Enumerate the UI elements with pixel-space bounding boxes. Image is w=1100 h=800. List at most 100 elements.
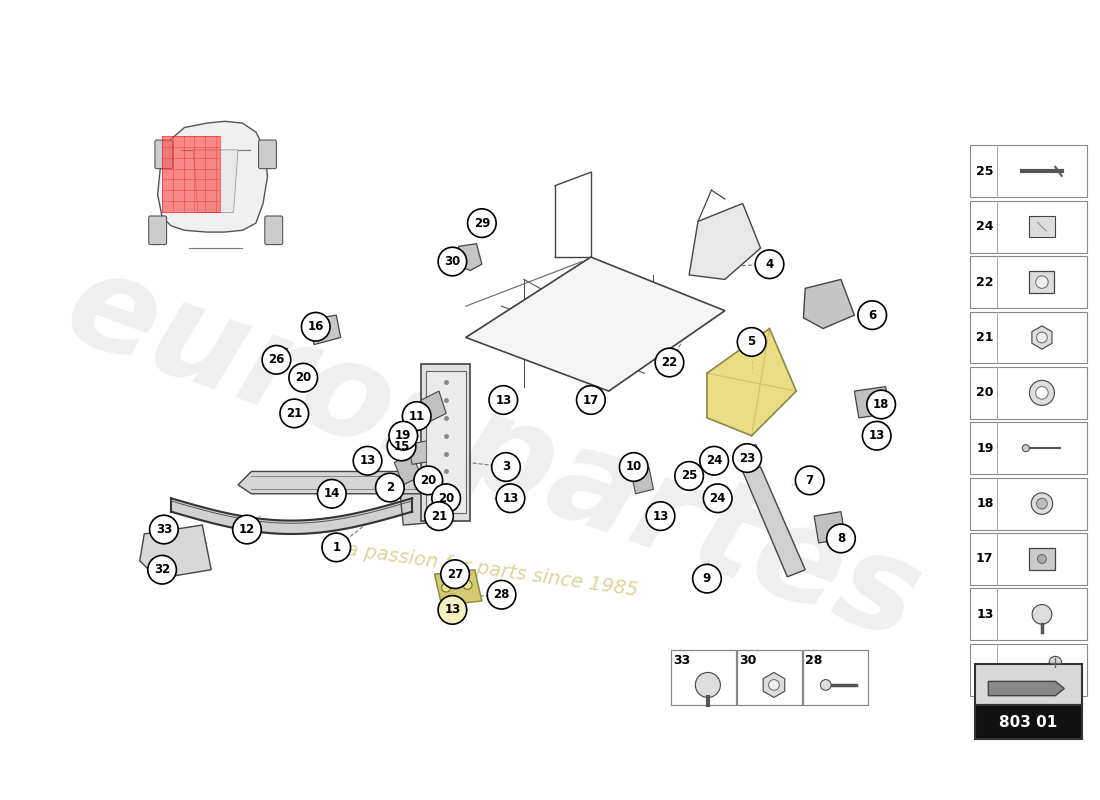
Polygon shape <box>689 203 760 279</box>
Circle shape <box>795 466 824 494</box>
Text: 21: 21 <box>286 407 302 420</box>
Circle shape <box>1031 493 1053 514</box>
Circle shape <box>432 484 461 513</box>
Text: 13: 13 <box>869 430 884 442</box>
Text: 13: 13 <box>444 603 461 617</box>
Circle shape <box>438 596 466 624</box>
Circle shape <box>414 466 442 494</box>
Text: 13: 13 <box>652 510 669 522</box>
Circle shape <box>700 446 728 475</box>
Circle shape <box>442 583 451 592</box>
Text: a passion for parts since 1985: a passion for parts since 1985 <box>345 540 640 600</box>
Text: 30: 30 <box>444 255 461 268</box>
Bar <box>1028 548 1055 570</box>
Circle shape <box>468 209 496 238</box>
Circle shape <box>487 581 516 609</box>
Bar <box>975 706 1082 739</box>
Circle shape <box>389 422 418 450</box>
Circle shape <box>1036 276 1048 288</box>
Polygon shape <box>162 137 220 213</box>
Circle shape <box>387 432 416 461</box>
Polygon shape <box>459 244 482 270</box>
Polygon shape <box>157 122 267 232</box>
Polygon shape <box>394 454 421 485</box>
Circle shape <box>1032 605 1052 624</box>
Circle shape <box>1030 380 1055 406</box>
Bar <box>970 533 1087 585</box>
Polygon shape <box>738 445 760 467</box>
Circle shape <box>821 679 832 690</box>
Circle shape <box>403 402 431 430</box>
Bar <box>803 650 868 706</box>
Text: 2: 2 <box>386 481 394 494</box>
Text: 25: 25 <box>976 165 993 178</box>
Text: 23: 23 <box>739 451 756 465</box>
Polygon shape <box>140 525 211 578</box>
Text: 14: 14 <box>323 487 340 500</box>
Text: 30: 30 <box>739 654 757 667</box>
Circle shape <box>496 484 525 513</box>
Circle shape <box>867 390 895 418</box>
Circle shape <box>695 673 721 698</box>
Text: 3: 3 <box>502 461 510 474</box>
Polygon shape <box>309 315 341 345</box>
Text: 5: 5 <box>748 335 756 349</box>
Polygon shape <box>742 467 805 577</box>
Text: 20: 20 <box>438 492 454 505</box>
FancyBboxPatch shape <box>148 216 166 245</box>
Circle shape <box>353 446 382 475</box>
Circle shape <box>646 502 674 530</box>
Circle shape <box>1036 332 1047 343</box>
Polygon shape <box>194 150 238 213</box>
Text: 20: 20 <box>295 371 311 384</box>
Bar <box>970 422 1087 474</box>
Text: 13: 13 <box>495 394 512 406</box>
Text: 28: 28 <box>493 588 509 602</box>
Bar <box>970 256 1087 308</box>
Circle shape <box>463 581 472 590</box>
Circle shape <box>375 474 404 502</box>
Bar <box>970 311 1087 363</box>
Circle shape <box>862 422 891 450</box>
Polygon shape <box>238 471 448 494</box>
Text: 18: 18 <box>873 398 889 411</box>
Text: 13: 13 <box>976 608 993 621</box>
Text: 6: 6 <box>868 309 877 322</box>
Text: 19: 19 <box>395 430 411 442</box>
Polygon shape <box>421 391 447 422</box>
Circle shape <box>703 484 732 513</box>
Text: 7: 7 <box>805 474 814 487</box>
Circle shape <box>656 348 684 377</box>
Bar <box>970 146 1087 198</box>
Polygon shape <box>814 512 846 543</box>
Text: 25: 25 <box>681 470 697 482</box>
Circle shape <box>769 679 779 690</box>
Text: 26: 26 <box>268 354 285 366</box>
Text: 803 01: 803 01 <box>1000 715 1058 730</box>
Circle shape <box>425 502 453 530</box>
Text: 20: 20 <box>976 386 993 399</box>
Bar <box>426 371 465 514</box>
Text: 17: 17 <box>583 394 600 406</box>
Circle shape <box>1036 498 1047 509</box>
Circle shape <box>289 363 318 392</box>
Text: 22: 22 <box>976 275 993 289</box>
Circle shape <box>827 524 856 553</box>
Circle shape <box>576 386 605 414</box>
Text: 11: 11 <box>408 410 425 422</box>
Text: 33: 33 <box>673 654 691 667</box>
Circle shape <box>280 399 309 428</box>
Text: 33: 33 <box>156 523 172 536</box>
Circle shape <box>322 533 351 562</box>
Bar <box>975 663 1082 706</box>
Circle shape <box>756 250 784 278</box>
Polygon shape <box>408 440 435 464</box>
Circle shape <box>150 515 178 544</box>
Polygon shape <box>465 257 725 391</box>
Circle shape <box>233 515 261 544</box>
Text: 13: 13 <box>503 492 518 505</box>
Bar <box>970 644 1087 696</box>
Circle shape <box>1037 554 1046 563</box>
Text: 19: 19 <box>976 442 993 454</box>
Circle shape <box>858 301 887 330</box>
